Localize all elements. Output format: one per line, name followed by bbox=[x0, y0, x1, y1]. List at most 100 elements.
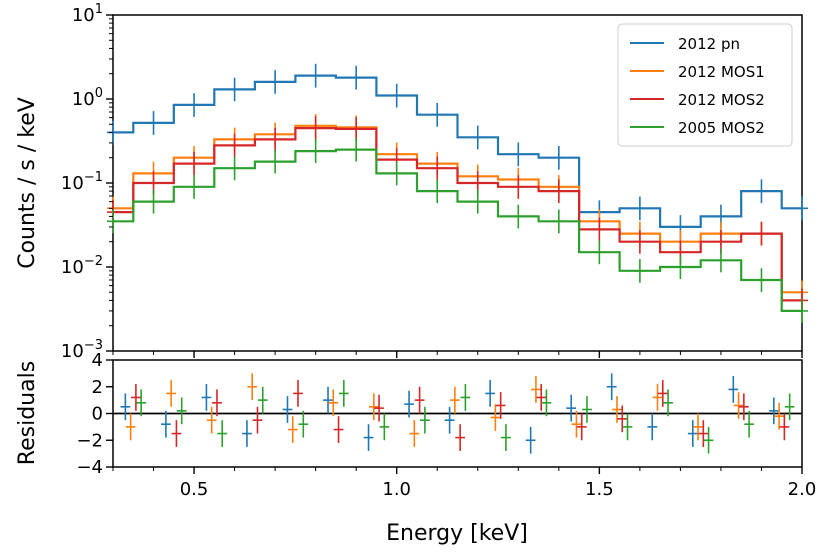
residual-point-2012-mos2 bbox=[576, 413, 587, 441]
residual-point-2012-mos2 bbox=[779, 413, 790, 441]
data-point-2005-mos2 bbox=[147, 189, 160, 214]
residuals-x-ticks: 0.5 1.0 1.5 2.0 bbox=[112, 467, 817, 500]
legend: 2012 pn 2012 MOS1 2012 MOS2 2005 MOS2 bbox=[617, 23, 793, 147]
residual-point-2012-mos2 bbox=[333, 416, 344, 443]
residual-point-2012-mos1 bbox=[490, 404, 501, 431]
residual-point-2012-mos1 bbox=[450, 386, 460, 414]
residual-point-2012-mos1 bbox=[652, 384, 663, 411]
residual-point-2012-mos2 bbox=[171, 420, 182, 447]
residual-point-2012-mos1 bbox=[733, 392, 744, 419]
data-point-2012-pn bbox=[390, 83, 403, 108]
residual-point-2012-pn bbox=[404, 390, 414, 418]
data-point-2012-pn bbox=[147, 111, 160, 135]
data-point-2012-mos2 bbox=[593, 217, 606, 242]
data-point-2005-mos2 bbox=[512, 204, 525, 229]
residual-point-2005-mos2 bbox=[703, 426, 714, 454]
residual-point-2012-pn bbox=[201, 384, 212, 411]
residual-point-2012-mos2 bbox=[455, 424, 465, 451]
residual-point-2005-mos2 bbox=[420, 406, 430, 434]
data-point-2012-pn bbox=[309, 63, 322, 88]
residual-point-2012-pn bbox=[606, 373, 617, 401]
y-tick-label: 100 bbox=[72, 86, 103, 110]
residual-point-2012-mos1 bbox=[531, 376, 541, 403]
residual-point-2012-mos1 bbox=[247, 373, 258, 401]
data-point-2005-mos2 bbox=[674, 255, 687, 279]
model-step-line-2012-mos2 bbox=[113, 127, 802, 302]
residual-point-2005-mos2 bbox=[622, 413, 633, 441]
data-point-2012-mos2 bbox=[188, 151, 201, 176]
residual-point-2012-mos1 bbox=[409, 420, 420, 447]
residual-point-2012-pn bbox=[566, 394, 577, 422]
data-point-2012-pn bbox=[269, 70, 282, 94]
legend-box bbox=[617, 23, 793, 147]
spectrum-series-group bbox=[107, 63, 808, 323]
residual-point-2012-mos2 bbox=[252, 406, 263, 434]
data-point-2012-mos2 bbox=[755, 221, 768, 246]
residual-point-2012-mos2 bbox=[212, 389, 222, 417]
x-tick-label: 2.0 bbox=[788, 479, 817, 500]
legend-label-2005-mos2: 2005 MOS2 bbox=[678, 119, 765, 137]
residual-point-2012-mos1 bbox=[125, 413, 136, 441]
legend-label-2012-pn: 2012 pn bbox=[678, 35, 740, 53]
residual-point-2005-mos2 bbox=[136, 389, 147, 417]
data-point-2012-pn bbox=[188, 93, 201, 117]
data-point-2005-mos2 bbox=[431, 179, 444, 204]
model-step-line-2012-pn bbox=[113, 74, 802, 228]
residual-point-2012-mos1 bbox=[368, 393, 379, 421]
residual-point-2005-mos2 bbox=[663, 389, 673, 417]
residual-point-2005-mos2 bbox=[298, 410, 309, 438]
residual-point-2012-mos1 bbox=[287, 416, 298, 443]
residual-point-2005-mos2 bbox=[541, 389, 552, 417]
y-tick-label: 2 bbox=[92, 377, 103, 398]
data-point-2005-mos2 bbox=[471, 189, 484, 214]
residual-point-2012-pn bbox=[363, 424, 374, 451]
data-point-2005-mos2 bbox=[107, 209, 119, 234]
residual-point-2012-pn bbox=[525, 426, 536, 454]
data-point-2012-pn bbox=[228, 77, 241, 102]
residual-point-2012-pn bbox=[120, 393, 131, 421]
data-point-2012-mos2 bbox=[228, 133, 241, 158]
data-point-2005-mos2 bbox=[188, 175, 201, 199]
residual-point-2005-mos2 bbox=[338, 380, 349, 407]
y-tick-label: 10−2 bbox=[61, 254, 103, 278]
legend-label-2012-mos2: 2012 MOS2 bbox=[678, 91, 765, 109]
y-tick-label: −2 bbox=[76, 430, 103, 451]
residual-point-2005-mos2 bbox=[744, 410, 754, 438]
data-point-2005-mos2 bbox=[796, 299, 808, 323]
y-tick-label: 4 bbox=[92, 350, 103, 371]
spectrum-y-axis-title: Counts / s / keV bbox=[15, 97, 40, 269]
data-point-2005-mos2 bbox=[309, 139, 322, 164]
residuals-series-group bbox=[120, 373, 795, 454]
data-point-2012-pn bbox=[471, 125, 484, 150]
data-point-2012-mos2 bbox=[552, 179, 565, 204]
model-step-line-2005-mos2 bbox=[113, 148, 802, 312]
residual-point-2012-mos1 bbox=[693, 413, 703, 441]
residual-point-2012-pn bbox=[444, 406, 455, 434]
residual-point-2012-mos1 bbox=[328, 389, 339, 417]
residual-point-2012-mos1 bbox=[206, 406, 217, 434]
data-point-2005-mos2 bbox=[552, 209, 565, 234]
x-axis-title: Energy [keV] bbox=[386, 521, 528, 546]
data-point-2012-pn bbox=[796, 196, 808, 221]
residual-point-2012-mos2 bbox=[414, 386, 425, 414]
data-point-2012-pn bbox=[350, 65, 363, 90]
residual-point-2005-mos2 bbox=[460, 384, 471, 411]
residual-point-2012-pn bbox=[728, 376, 739, 403]
residual-point-2005-mos2 bbox=[582, 396, 592, 423]
x-tick-label: 1.5 bbox=[585, 479, 614, 500]
data-point-2012-pn bbox=[431, 102, 444, 127]
residual-point-2012-mos1 bbox=[571, 410, 582, 438]
data-point-2012-mos2 bbox=[633, 229, 646, 254]
residual-point-2012-pn bbox=[687, 420, 698, 447]
data-point-2012-pn bbox=[552, 145, 565, 170]
x-tick-label: 0.5 bbox=[180, 479, 209, 500]
residual-point-2012-pn bbox=[768, 397, 779, 425]
residual-point-2005-mos2 bbox=[217, 420, 228, 447]
data-point-2005-mos2 bbox=[714, 248, 727, 273]
residual-point-2012-mos2 bbox=[131, 384, 141, 411]
residual-point-2012-pn bbox=[242, 420, 252, 447]
data-point-2005-mos2 bbox=[390, 161, 403, 186]
residual-point-2012-mos1 bbox=[166, 380, 177, 407]
legend-label-2012-mos1: 2012 MOS1 bbox=[678, 63, 765, 81]
